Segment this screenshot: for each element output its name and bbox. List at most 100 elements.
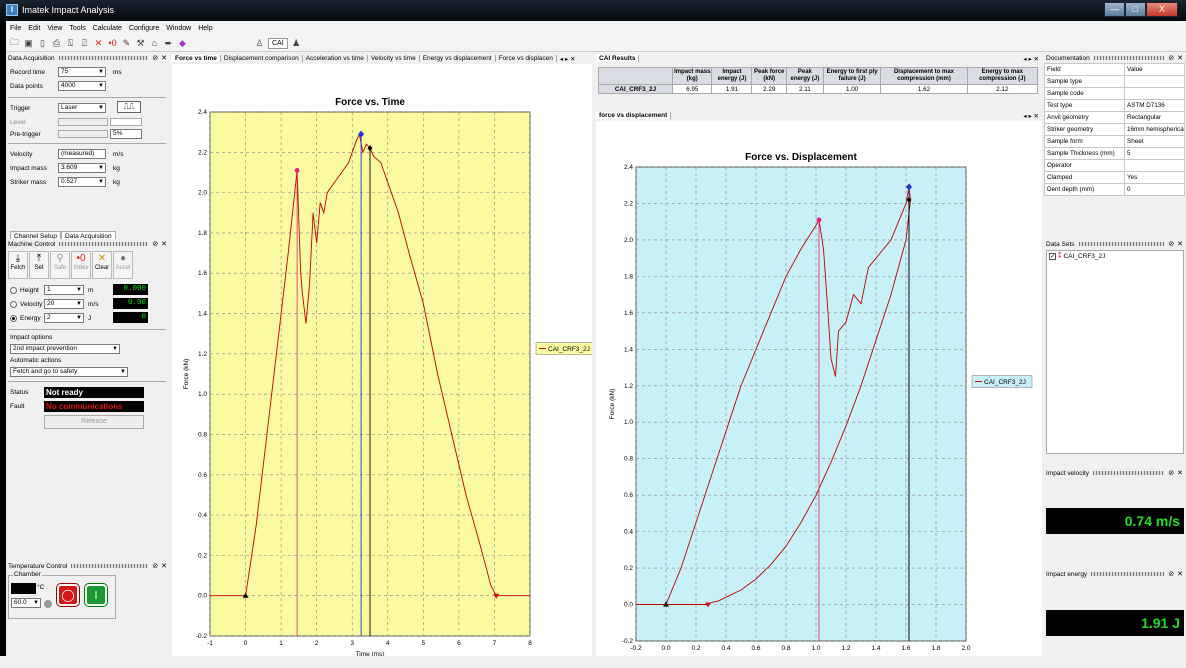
tab-scroll-arrows-icon[interactable]: ◂ ▸ ✕ bbox=[1023, 55, 1039, 63]
energy-radio[interactable] bbox=[10, 315, 17, 322]
chart-add-icon[interactable]: ⍂ bbox=[67, 37, 74, 48]
temp-setpoint-field[interactable]: 60.0 bbox=[11, 598, 41, 608]
table-row[interactable]: Sample type bbox=[1044, 75, 1185, 88]
menu-tools[interactable]: Tools bbox=[69, 24, 86, 32]
table-row[interactable]: Sample Thickness (mm) 5 bbox=[1044, 147, 1185, 160]
delete-icon[interactable]: ✕ bbox=[94, 37, 103, 48]
save-icon[interactable]: ▣ bbox=[24, 37, 33, 48]
table-row[interactable]: CAI_CRF3_2J 6.95 1.91 2.29 2.11 1.00 1.6… bbox=[598, 84, 1039, 94]
print-icon[interactable]: ⎙ bbox=[52, 37, 61, 48]
menu-edit[interactable]: Edit bbox=[28, 24, 41, 32]
fetch-button[interactable]: ⤓ Fetch bbox=[8, 251, 28, 279]
data-points-field[interactable]: 4000 bbox=[58, 81, 106, 91]
pin-icon[interactable]: ⊘ bbox=[1168, 571, 1175, 578]
eraser-icon[interactable]: ◆ bbox=[179, 37, 186, 48]
automatic-actions-select[interactable]: Fetch and go to safety bbox=[10, 367, 128, 377]
chevron-down-icon[interactable]: ▼ bbox=[98, 165, 104, 171]
menu-configure[interactable]: Configure bbox=[128, 24, 160, 32]
energy-field[interactable]: 2 bbox=[44, 313, 84, 323]
menu-window[interactable]: Window bbox=[166, 24, 192, 32]
close-icon[interactable]: ✕ bbox=[1177, 55, 1183, 62]
tab-force-vs-displacement[interactable]: Force vs displacen bbox=[496, 55, 557, 62]
impact-mass-field[interactable]: 3.609 bbox=[58, 163, 106, 173]
pin-icon[interactable]: ⊘ bbox=[1168, 470, 1175, 477]
chevron-down-icon[interactable]: ▼ bbox=[76, 301, 82, 307]
pretrigger-slider[interactable] bbox=[58, 130, 108, 138]
trigger-select[interactable]: Laser bbox=[58, 103, 106, 113]
menu-file[interactable]: File bbox=[10, 24, 22, 32]
minimize-button[interactable]: — bbox=[1104, 2, 1125, 17]
close-icon[interactable]: ✕ bbox=[161, 563, 167, 570]
table-row[interactable]: Operator bbox=[1044, 159, 1185, 172]
impact-options-select[interactable]: 2nd impact prevention bbox=[10, 344, 120, 354]
zero-icon[interactable]: •0 bbox=[108, 38, 117, 48]
tab-displacement-comparison[interactable]: Displacement comparison bbox=[221, 55, 303, 62]
tab-force-vs-displacement-2[interactable]: force vs displacement bbox=[596, 112, 672, 119]
set-button[interactable]: ⤒ Set bbox=[29, 251, 49, 279]
tab-energy-vs-displacement[interactable]: Energy vs displacement bbox=[420, 55, 496, 62]
menu-calculate[interactable]: Calculate bbox=[92, 24, 122, 32]
table-row[interactable]: Test type ASTM D7136 bbox=[1044, 99, 1185, 112]
chevron-down-icon[interactable]: ▼ bbox=[98, 105, 104, 111]
velocity-field[interactable]: 20 bbox=[44, 299, 84, 309]
close-button[interactable]: X bbox=[1145, 2, 1178, 17]
chevron-down-icon[interactable]: ▼ bbox=[98, 179, 104, 185]
table-row[interactable]: Clamped Yes bbox=[1044, 171, 1185, 184]
new-file-icon[interactable]: ▯ bbox=[40, 37, 45, 48]
chevron-down-icon[interactable]: ▼ bbox=[76, 287, 82, 293]
safe-button[interactable]: ⚲ Safe bbox=[50, 251, 70, 279]
pin-icon[interactable]: ⊘ bbox=[1168, 241, 1175, 248]
tab-acceleration-vs-time[interactable]: Acceleration vs time bbox=[303, 55, 368, 62]
maximize-button[interactable]: □ bbox=[1124, 2, 1146, 17]
close-icon[interactable]: ✕ bbox=[161, 241, 167, 248]
start-heating-button[interactable]: ⏽ bbox=[84, 583, 108, 607]
pen-icon[interactable]: ✎ bbox=[122, 37, 131, 48]
profile-select[interactable]: CAI bbox=[268, 37, 288, 49]
home-icon[interactable]: ⌂ bbox=[151, 38, 158, 48]
close-icon[interactable]: ✕ bbox=[1177, 470, 1183, 477]
user-icon[interactable]: ♙ bbox=[255, 37, 264, 48]
pin-icon[interactable]: ⊘ bbox=[152, 241, 159, 248]
tool-icon[interactable]: ⚒ bbox=[136, 37, 145, 48]
chevron-down-icon[interactable]: ▼ bbox=[98, 69, 104, 75]
height-field[interactable]: 1 bbox=[44, 285, 84, 295]
chevron-down-icon[interactable]: ▼ bbox=[76, 315, 82, 321]
pin-icon[interactable]: ⊘ bbox=[1168, 55, 1175, 62]
accel-button[interactable]: ● Accel bbox=[113, 251, 133, 279]
tab-cai-results[interactable]: CAI Results bbox=[596, 55, 640, 62]
chevron-down-icon[interactable]: ▼ bbox=[98, 83, 104, 89]
tab-velocity-vs-time[interactable]: Velocity vs time bbox=[368, 55, 420, 62]
close-icon[interactable]: ✕ bbox=[161, 55, 167, 62]
pin-icon[interactable]: ⊘ bbox=[152, 563, 159, 570]
trigger-edge-button[interactable]: ⎍⎍ bbox=[117, 101, 141, 113]
menu-help[interactable]: Help bbox=[198, 24, 213, 32]
chevron-down-icon[interactable]: ▼ bbox=[120, 369, 126, 375]
striker-mass-field[interactable]: 0.527 bbox=[58, 177, 106, 187]
clear-button[interactable]: ✕ Clear bbox=[92, 251, 112, 279]
stop-heating-button[interactable]: ◯ bbox=[56, 583, 80, 607]
pretrigger-field[interactable]: 5% bbox=[110, 129, 142, 139]
close-icon[interactable]: ✕ bbox=[1177, 571, 1183, 578]
table-row[interactable]: Dent depth (mm) 0 bbox=[1044, 183, 1185, 196]
table-row[interactable]: Striker geometry 16mm hemispherical bbox=[1044, 123, 1185, 136]
menu-view[interactable]: View bbox=[47, 24, 63, 32]
record-time-field[interactable]: 75 bbox=[58, 67, 106, 77]
tab-scroll-arrows-icon[interactable]: ◂ ▸ ✕ bbox=[1023, 112, 1039, 120]
close-icon[interactable]: ✕ bbox=[1177, 241, 1183, 248]
tab-scroll-arrows-icon[interactable]: ◂ ▸ ✕ bbox=[559, 55, 576, 63]
tab-force-vs-time[interactable]: Force vs time bbox=[172, 55, 221, 62]
index-button[interactable]: •0 Index bbox=[71, 251, 91, 279]
person-icon[interactable]: ♟ bbox=[292, 37, 301, 48]
level-field[interactable] bbox=[110, 118, 142, 126]
chevron-down-icon[interactable]: ▼ bbox=[33, 600, 39, 606]
level-slider[interactable] bbox=[58, 118, 108, 126]
velocity-radio[interactable] bbox=[10, 301, 17, 308]
pin-icon[interactable]: ⊘ bbox=[152, 55, 159, 62]
chart-options-icon[interactable]: ⍁ bbox=[81, 37, 88, 48]
list-item[interactable]: ✓ ⁑ CAI_CRF3_2J bbox=[1049, 252, 1106, 260]
checkbox-icon[interactable]: ✓ bbox=[1049, 252, 1056, 260]
arrow-icon[interactable]: ➨ bbox=[164, 37, 173, 48]
open-folder-icon[interactable]: 🗀 bbox=[9, 37, 19, 47]
table-row[interactable]: Sample code bbox=[1044, 87, 1185, 100]
chevron-down-icon[interactable]: ▼ bbox=[112, 346, 118, 352]
